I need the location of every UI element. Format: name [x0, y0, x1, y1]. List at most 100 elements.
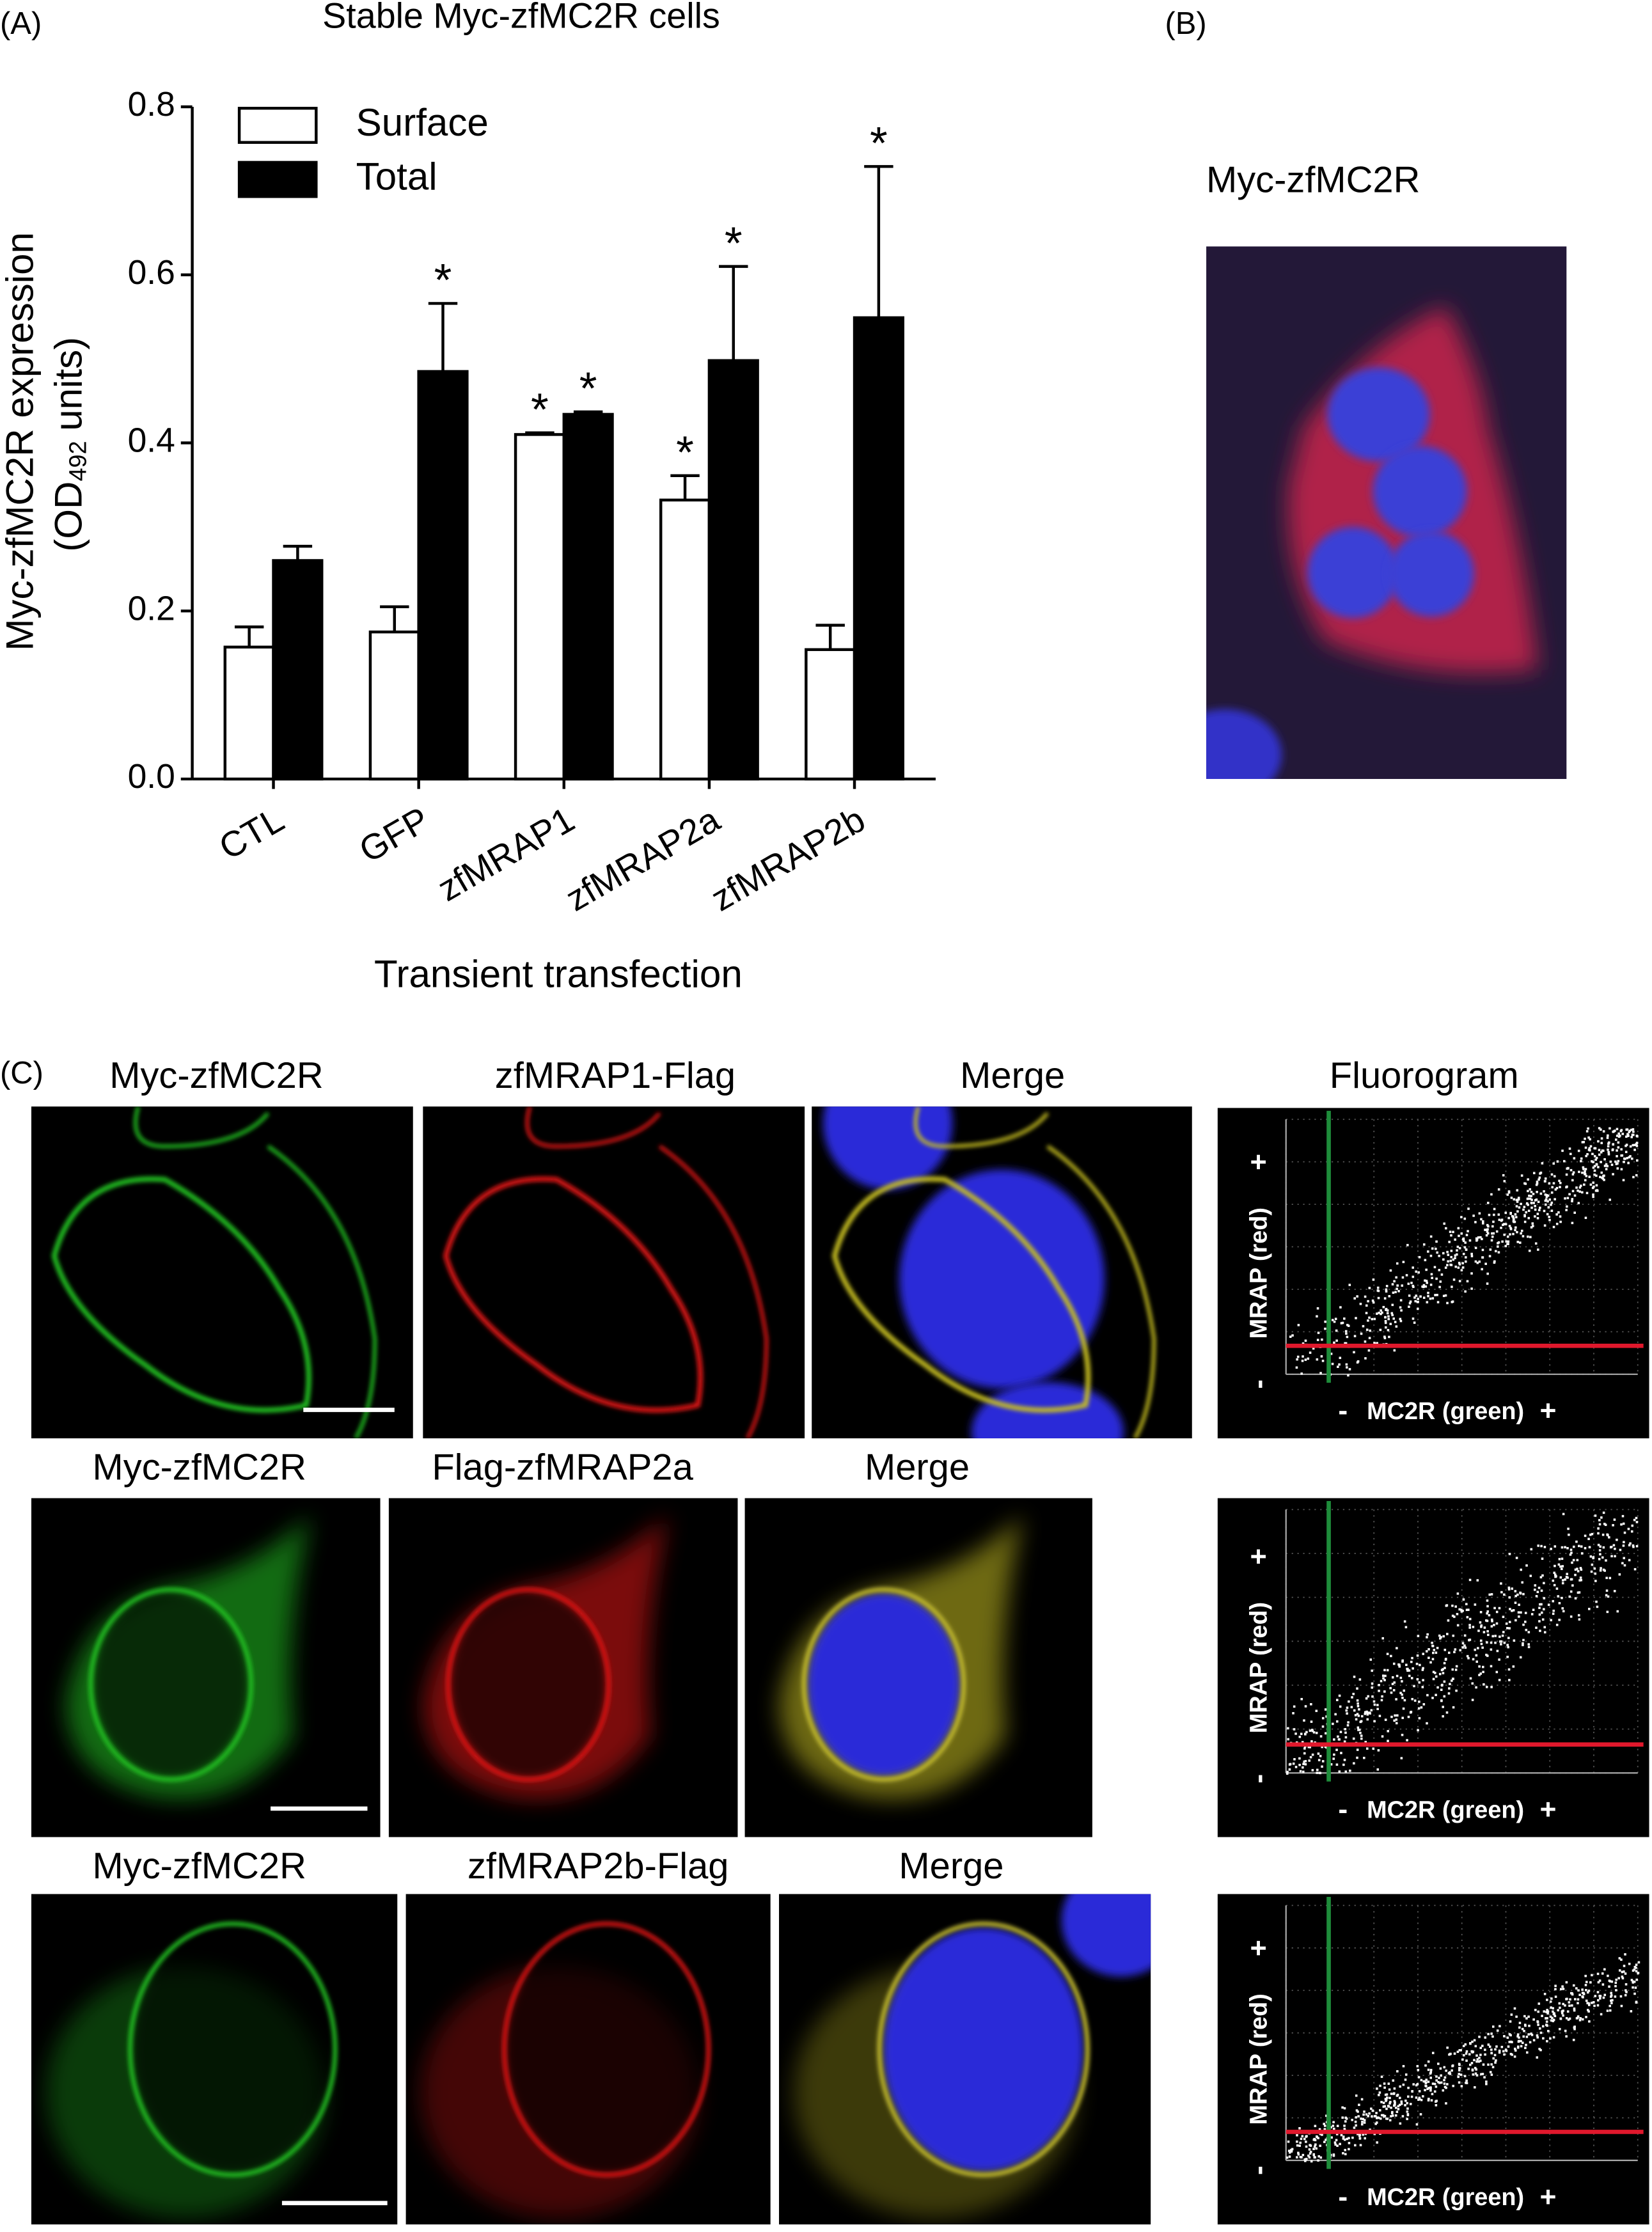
scatter-dot: [1479, 1672, 1482, 1675]
scatter-dot: [1475, 1660, 1479, 1663]
scatter-dot: [1341, 2106, 1344, 2109]
membrane: [801, 1587, 966, 1782]
scatter-dot: [1545, 2017, 1547, 2020]
scatter-dot: [1465, 1256, 1467, 1259]
scatter-dot: [1577, 1569, 1580, 1573]
scatter-dot: [1487, 1225, 1490, 1228]
scatter-dot: [1536, 2056, 1539, 2059]
scatter-dot: [1311, 1753, 1314, 1756]
scatter-dot: [1603, 1179, 1605, 1181]
scatter-dot: [1408, 1302, 1412, 1305]
scatter-dot: [1537, 1200, 1540, 1203]
scatter-dot: [1628, 1962, 1631, 1965]
bar: [805, 648, 856, 781]
error-bar: [234, 625, 264, 647]
scatter-dot: [1431, 1697, 1434, 1699]
scatter-dot: [1548, 1182, 1551, 1185]
scatter-dot: [1597, 1140, 1600, 1143]
scatter-dot: [1543, 2010, 1546, 2013]
bar: [562, 413, 614, 781]
scatter-dot: [1429, 2071, 1433, 2074]
scatter-dot: [1482, 1220, 1484, 1223]
nucleus: [1373, 445, 1467, 537]
scatter-dot: [1425, 1280, 1428, 1282]
scatter-dot: [1585, 1191, 1589, 1195]
scatter-dot: [1363, 1756, 1365, 1759]
scatter-dot: [1585, 2016, 1587, 2018]
scatter-dot: [1344, 2120, 1347, 2123]
scatter-dot: [1442, 1706, 1445, 1708]
scatter-dot: [1484, 2036, 1487, 2039]
scatter-dot: [1635, 1145, 1639, 1147]
scatter-dot: [1497, 1245, 1499, 1248]
scatter-dot: [1353, 2126, 1356, 2129]
scatter-dot: [1458, 2063, 1461, 2066]
scatter-dot: [1356, 1699, 1359, 1702]
scatter-dot: [1507, 1668, 1511, 1671]
scatter-dot: [1418, 1681, 1421, 1684]
scatter-dot: [1513, 1639, 1516, 1642]
scatter-dot: [1335, 1329, 1338, 1332]
scatter-dot: [1566, 1185, 1568, 1188]
scatter-dot: [1522, 1623, 1525, 1626]
error-bar: [864, 165, 893, 318]
scatter-dot: [1365, 1328, 1369, 1332]
scatter-dot: [1578, 1618, 1581, 1621]
scatter-dot: [1428, 2098, 1430, 2100]
error-bar: [380, 605, 409, 633]
scatter-dot: [1422, 1679, 1424, 1681]
image-content: [45, 1921, 338, 2218]
scatter-dot: [1552, 2010, 1554, 2013]
scatter-dot: [1485, 2082, 1488, 2086]
scatter-dot: [1525, 2051, 1529, 2054]
x-tick-label: GFP: [352, 799, 436, 870]
scatter-dot: [1579, 2017, 1582, 2020]
scatter-dot: [1549, 2015, 1552, 2018]
scatter-dot: [1343, 2107, 1346, 2110]
scatter-dot: [1495, 1670, 1499, 1674]
scatter-dot: [1534, 1199, 1537, 1202]
scatter-dot: [1445, 2102, 1447, 2105]
scatter-dot: [1506, 1644, 1509, 1646]
scatter-dot: [1534, 2009, 1537, 2011]
scatter-dot: [1435, 1651, 1438, 1654]
significance-marker: *: [531, 384, 549, 435]
scatter-dot: [1527, 1190, 1529, 1193]
scatter-dot: [1561, 2012, 1564, 2015]
scatter-dot: [1490, 1239, 1493, 1242]
scatter-dot: [1358, 2134, 1362, 2136]
scatter-dot: [1381, 2114, 1385, 2117]
scatter-dot: [1626, 1157, 1629, 1159]
scatter-dot: [1620, 1148, 1623, 1151]
scatter-dot: [1384, 2093, 1387, 2096]
scatter-dot: [1388, 2088, 1391, 2091]
scatter-dot: [1491, 1635, 1495, 1638]
scatter-dot: [1512, 1609, 1515, 1612]
scatter-dot: [1602, 1175, 1605, 1177]
scatter-dot: [1371, 2115, 1373, 2118]
scatter-dot: [1518, 1206, 1521, 1209]
scatter-dot: [1309, 1351, 1312, 1354]
scatter-dot: [1506, 1235, 1509, 1238]
scatter-dot: [1588, 2020, 1591, 2023]
scatter-dot: [1550, 1619, 1552, 1622]
scatter-dot: [1303, 2137, 1306, 2141]
scatter-dot: [1559, 2017, 1562, 2020]
scatter-dot: [1540, 1544, 1543, 1548]
scatter-dot: [1330, 1763, 1333, 1766]
scatter-dot: [1464, 1290, 1467, 1293]
scatter-dot: [1416, 1654, 1419, 1657]
column-header: Fluorogram: [1330, 1055, 1519, 1096]
fluorogram-background: [1217, 1498, 1649, 1837]
scatter-dot: [1552, 1599, 1555, 1603]
scatter-dot: [1367, 1695, 1369, 1698]
scatter-dot: [1407, 1715, 1410, 1718]
y-axis-label: (OD492units): [47, 337, 91, 552]
membrane: [128, 1921, 338, 2178]
scatter-dot: [1344, 1770, 1348, 1773]
scatter-dot: [1330, 2136, 1333, 2139]
scatter-dot: [1578, 1544, 1580, 1548]
scatter-dot: [1417, 1271, 1420, 1274]
scatter-dot: [1632, 1144, 1635, 1147]
